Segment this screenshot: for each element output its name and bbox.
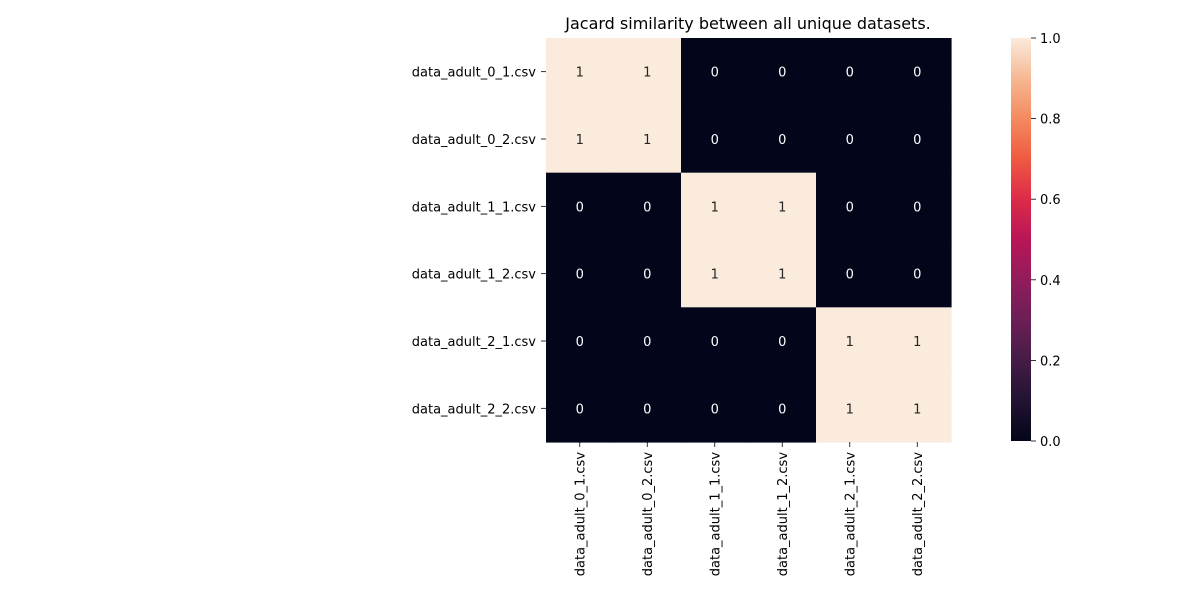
colorbar-tick-label: 0.6: [1040, 193, 1061, 208]
heatmap-cell: [546, 374, 615, 443]
heatmap-cell: [613, 172, 682, 241]
heatmap-cell: [546, 239, 615, 308]
cell-annotation: 0: [711, 66, 719, 81]
y-tick-label: data_adult_2_1.csv: [412, 335, 537, 350]
cell-annotation: 1: [643, 133, 651, 148]
cell-annotation: 1: [576, 133, 584, 148]
cell-annotation: 0: [913, 268, 921, 283]
cell-annotation: 0: [913, 66, 921, 81]
cell-annotation: 0: [778, 402, 786, 417]
heatmap-cell: [613, 239, 682, 308]
heatmap-cell: [613, 105, 682, 174]
colorbar-gradient: [1011, 38, 1031, 441]
heatmap-cell: [883, 307, 952, 376]
colorbar: 0.0 0.2 0.4 0.6 0.8 1.0: [1011, 32, 1061, 450]
cell-annotation: 1: [846, 335, 854, 350]
heatmap-cell: [883, 239, 952, 308]
x-tick-label: data_adult_2_1.csv: [844, 452, 859, 577]
heatmap-cell: [546, 307, 615, 376]
y-tick-label: data_adult_1_1.csv: [412, 200, 537, 215]
heatmap-cell: [883, 105, 952, 174]
heatmap-cell: [816, 172, 885, 241]
cell-annotation: 0: [711, 133, 719, 148]
heatmap-cell: [613, 307, 682, 376]
heatmap-cell: [816, 374, 885, 443]
chart-title: Jacard similarity between all unique dat…: [564, 14, 931, 33]
y-tick-label: data_adult_1_2.csv: [412, 268, 537, 283]
cell-annotation: 0: [643, 200, 651, 215]
cell-annotation: 0: [576, 335, 584, 350]
y-tick-label: data_adult_2_2.csv: [412, 402, 537, 417]
y-tick-label: data_adult_0_2.csv: [412, 133, 537, 148]
heatmap-cell: [546, 105, 615, 174]
cell-annotation: 0: [846, 133, 854, 148]
colorbar-tick-label: 0.8: [1040, 113, 1061, 128]
heatmap-cell: [748, 374, 817, 443]
heatmap-cell: [546, 38, 615, 106]
cell-annotation: 0: [778, 335, 786, 350]
cell-annotation: 0: [643, 402, 651, 417]
cell-annotation: 0: [913, 133, 921, 148]
cell-annotation: 0: [846, 66, 854, 81]
y-tick-label: data_adult_0_1.csv: [412, 66, 537, 81]
heatmap-cell: [681, 374, 750, 443]
heatmap-cell: [681, 307, 750, 376]
heatmap-cell: [613, 38, 682, 106]
colorbar-tick-label: 0.2: [1040, 354, 1061, 369]
cell-annotation: 1: [913, 335, 921, 350]
cell-annotation: 1: [711, 268, 719, 283]
heatmap-cell: [883, 374, 952, 443]
cell-annotation: 1: [846, 402, 854, 417]
cell-annotation: 0: [711, 335, 719, 350]
heatmap-cell: [748, 105, 817, 174]
heatmap-cell: [681, 38, 750, 106]
cell-annotation: 0: [846, 200, 854, 215]
x-tick-label: data_adult_1_2.csv: [776, 452, 791, 577]
x-tick-label: data_adult_0_1.csv: [574, 452, 589, 577]
cell-annotation: 0: [913, 200, 921, 215]
x-tick-labels: data_adult_0_1.csv data_adult_0_2.csv data…: [574, 441, 926, 577]
heatmap-cell: [748, 38, 817, 106]
cell-annotation: 0: [846, 268, 854, 283]
cell-annotation: 0: [576, 268, 584, 283]
cell-annotation: 1: [778, 200, 786, 215]
cell-annotation: 0: [576, 200, 584, 215]
colorbar-tick-label: 1.0: [1040, 32, 1061, 47]
heatmap-cell: [816, 307, 885, 376]
heatmap-cell: [816, 239, 885, 308]
cell-annotation: 0: [643, 335, 651, 350]
heatmap-cell: [816, 38, 885, 106]
cell-annotation: 1: [576, 66, 584, 81]
x-tick-label: data_adult_2_2.csv: [911, 452, 926, 577]
cell-annotation: 1: [778, 268, 786, 283]
heatmap-cell: [748, 172, 817, 241]
heatmap-cells: 1 1 0 0 0 0 1 1 0 0 0 0 0 0 1 1 0 0 0 0 1 1 0 0 0 0 0 0 1 1 0 0 0 0 1 1: [546, 38, 952, 443]
cell-annotation: 1: [711, 200, 719, 215]
heatmap-cell: [748, 239, 817, 308]
heatmap-cell: [681, 239, 750, 308]
heatmap-cell: [681, 172, 750, 241]
colorbar-tick-label: 0.0: [1040, 435, 1061, 450]
cell-annotation: 0: [711, 402, 719, 417]
heatmap-cell: [546, 172, 615, 241]
cell-annotation: 0: [778, 66, 786, 81]
x-tick-label: data_adult_1_1.csv: [709, 452, 724, 577]
cell-annotation: 0: [576, 402, 584, 417]
heatmap-cell: [681, 105, 750, 174]
colorbar-tick-label: 0.4: [1040, 274, 1061, 289]
x-tick-label: data_adult_0_2.csv: [641, 452, 656, 577]
heatmap-cell: [816, 105, 885, 174]
cell-annotation: 1: [643, 66, 651, 81]
y-tick-labels: data_adult_0_1.csv data_adult_0_2.csvdata…: [412, 66, 546, 417]
heatmap-cell: [748, 307, 817, 376]
heatmap-cell: [883, 172, 952, 241]
heatmap-cell: [883, 38, 952, 106]
cell-annotation: 1: [913, 402, 921, 417]
heatmap-cell: [613, 374, 682, 443]
cell-annotation: 0: [778, 133, 786, 148]
cell-annotation: 0: [643, 268, 651, 283]
